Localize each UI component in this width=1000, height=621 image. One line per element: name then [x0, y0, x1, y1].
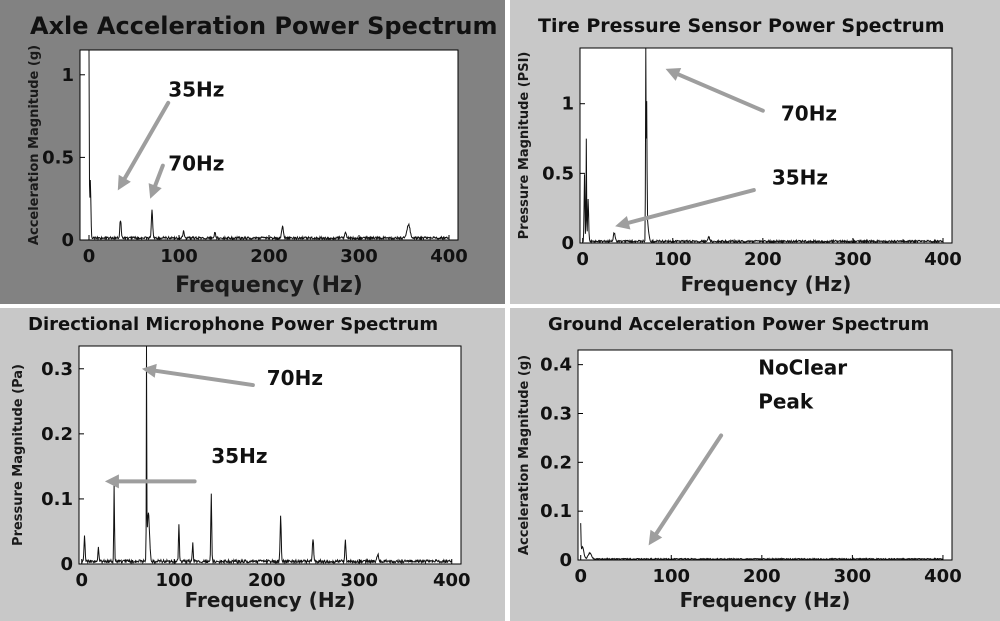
- annotation-arrow-shaft: [626, 188, 756, 225]
- y-tick-label: 1: [561, 94, 574, 115]
- x-tick-label: 0: [574, 566, 587, 587]
- x-tick-label: 400: [924, 566, 962, 587]
- y-tick-label: 0.5: [542, 163, 574, 184]
- chart-title: Ground Acceleration Power Spectrum: [548, 314, 929, 335]
- y-tick-label: 0.2: [540, 452, 572, 473]
- x-tick-label: 0: [76, 570, 89, 591]
- x-axis-label: Frequency (Hz): [680, 588, 851, 612]
- annotation-arrow-head: [665, 67, 682, 81]
- plot-area: [577, 349, 953, 561]
- x-tick-label: 0: [83, 246, 96, 267]
- chart-svg: Ground Acceleration Power Spectrum 0 100 20…: [510, 308, 1000, 621]
- x-tick-label: 100: [155, 570, 193, 591]
- chart-title: Tire Pressure Sensor Power Spectrum: [538, 15, 945, 37]
- annotation-arrow-shaft: [654, 433, 724, 536]
- y-axis-label: Acceleration Magnitude (g): [27, 45, 42, 245]
- chart-panel: Tire Pressure Sensor Power Spectrum 0 100 2…: [510, 0, 1000, 304]
- y-tick-label: 0.3: [41, 359, 73, 380]
- y-tick-label: 0: [60, 554, 73, 575]
- chart-title: Axle Acceleration Power Spectrum: [30, 12, 497, 40]
- x-tick-label: 100: [652, 566, 690, 587]
- x-tick-label: 300: [340, 570, 378, 591]
- y-tick-label: 0.5: [42, 147, 74, 168]
- annotation-label: 35Hz: [211, 444, 267, 468]
- annotation-arrow-head: [615, 215, 631, 230]
- plot-area: [79, 49, 459, 241]
- annotation-label: NoClear: [758, 355, 847, 379]
- x-axis-label: Frequency (Hz): [185, 588, 356, 612]
- annotation-arrow-head: [104, 474, 119, 489]
- x-tick-label: 300: [834, 566, 872, 587]
- chart-title: Directional Microphone Power Spectrum: [28, 314, 438, 335]
- annotation-label: Peak: [758, 390, 814, 414]
- chart-panel: Axle Acceleration Power Spectrum 0 100 200 3…: [0, 0, 505, 304]
- x-axis-label: Frequency (Hz): [175, 273, 363, 298]
- annotation-label: 70Hz: [168, 152, 224, 176]
- x-tick-label: 200: [744, 249, 782, 270]
- y-tick-label: 0: [561, 233, 574, 254]
- y-axis-label: Pressure Magnitude (PSI): [517, 52, 532, 240]
- x-tick-label: 300: [340, 246, 378, 267]
- x-tick-label: 400: [430, 246, 468, 267]
- chart-svg: Tire Pressure Sensor Power Spectrum 0 100 2…: [510, 0, 1000, 304]
- annotation-arrow-head: [141, 363, 157, 378]
- chart-panel: Directional Microphone Power Spectrum 0 10…: [0, 308, 505, 621]
- x-tick-label: 200: [743, 566, 781, 587]
- x-axis-label: Frequency (Hz): [681, 272, 852, 296]
- annotation-label: 35Hz: [168, 77, 224, 101]
- annotation-arrow-head: [148, 183, 162, 199]
- x-tick-label: 200: [248, 570, 286, 591]
- chart-svg: Directional Microphone Power Spectrum 0 10…: [0, 308, 505, 621]
- y-tick-label: 0: [61, 230, 74, 251]
- x-tick-label: 100: [160, 246, 198, 267]
- x-tick-label: 400: [924, 249, 962, 270]
- plot-area: [579, 47, 953, 244]
- y-tick-label: 0.1: [41, 489, 73, 510]
- y-tick-label: 0.3: [540, 403, 572, 424]
- x-tick-label: 100: [654, 249, 692, 270]
- annotation-label: 70Hz: [781, 101, 837, 125]
- y-axis-label: Acceleration Magnitude (g): [517, 355, 532, 555]
- y-tick-label: 0.4: [540, 355, 572, 376]
- y-tick-label: 0: [559, 550, 572, 571]
- annotation-label: 35Hz: [772, 166, 828, 190]
- x-tick-label: 200: [250, 246, 288, 267]
- x-tick-label: 0: [576, 249, 589, 270]
- y-tick-label: 0.2: [41, 424, 73, 445]
- y-tick-label: 0.1: [540, 501, 572, 522]
- x-tick-label: 300: [834, 249, 872, 270]
- annotation-arrow-shaft: [153, 163, 165, 188]
- annotation-arrow-shaft: [153, 368, 255, 388]
- plot-area: [78, 345, 462, 565]
- y-tick-label: 1: [61, 65, 74, 86]
- y-axis-label: Pressure Magnitude (Pa): [11, 364, 26, 546]
- chart-panel: Ground Acceleration Power Spectrum 0 100 20…: [510, 308, 1000, 621]
- annotation-arrow-shaft: [122, 100, 171, 181]
- annotation-arrow-head: [648, 529, 663, 546]
- x-tick-label: 400: [433, 570, 471, 591]
- annotation-label: 70Hz: [267, 366, 323, 390]
- chart-svg: Axle Acceleration Power Spectrum 0 100 200 3…: [0, 0, 505, 304]
- annotation-arrow-head: [117, 174, 131, 191]
- annotation-arrow-shaft: [676, 72, 765, 113]
